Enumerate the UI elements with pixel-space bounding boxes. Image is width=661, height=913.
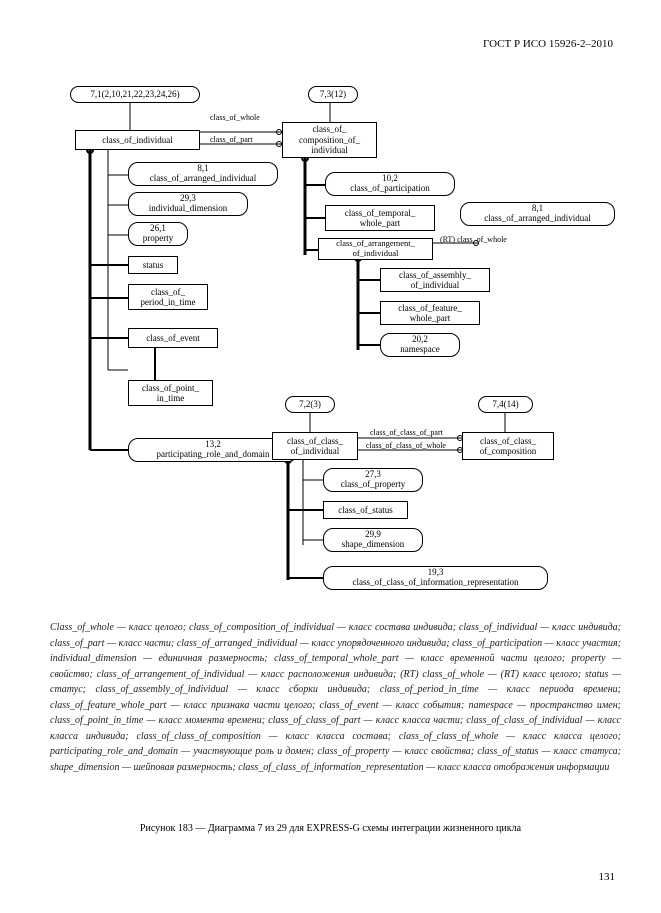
node-arranged2: 8,1 class_of_arranged_individual (460, 202, 615, 226)
ref-7-4: 7,4(14) (478, 396, 533, 413)
figure-caption: Рисунок 183 — Диаграмма 7 из 29 для EXPR… (0, 823, 661, 834)
node-point: class_of_point_ in_time (128, 380, 213, 406)
label-class-of-part: class_of_part (210, 135, 253, 144)
document-header: ГОСТ Р ИСО 15926-2–2010 (483, 38, 613, 50)
ref-7-3: 7,3(12) (308, 86, 358, 103)
label-cc-whole: class_of_class_of_whole (366, 441, 446, 450)
node-cc-property: 27,3 class_of_property (323, 468, 423, 492)
node-class-of-individual: class_of_individual (75, 130, 200, 150)
label-cc-part: class_of_class_of_part (370, 428, 443, 437)
node-shape-dim: 29,9 shape_dimension (323, 528, 423, 552)
node-period: class_of_ period_in_time (128, 284, 208, 310)
expressg-diagram: 7,1(2,10,21,22,23,24,26) 7,3(12) class_o… (60, 80, 620, 610)
node-cc-individual: class_of_class_ of_individual (272, 432, 358, 460)
node-temporal: class_of_temporal_ whole_part (325, 205, 435, 231)
node-property: 26,1 property (128, 222, 188, 246)
node-assembly: class_of_assembly_ of_individual (380, 268, 490, 292)
label-class-of-whole: class_of_whole (210, 113, 260, 122)
node-feature: class_of_feature_ whole_part (380, 301, 480, 325)
ref-7-2: 7,2(3) (285, 396, 335, 413)
node-namespace: 20,2 namespace (380, 333, 460, 357)
node-status: status (128, 256, 178, 274)
node-class-of-composition: class_of_ composition_of_ individual (282, 122, 377, 158)
node-cc-status: class_of_status (323, 501, 408, 519)
ref-7-1: 7,1(2,10,21,22,23,24,26) (70, 86, 200, 103)
node-arranged: 8,1 class_of_arranged_individual (128, 162, 278, 186)
node-event: class_of_event (128, 328, 218, 348)
node-participation: 10,2 class_of_participation (325, 172, 455, 196)
page: ГОСТ Р ИСО 15926-2–2010 (0, 0, 661, 913)
node-cc-info: 19,3 class_of_class_of_information_repre… (323, 566, 548, 590)
node-ind-dim: 29,3 individual_dimension (128, 192, 248, 216)
node-cc-composition: class_of_class_ of_composition (462, 432, 554, 460)
page-number: 131 (599, 871, 616, 883)
label-rt-whole: (RT) class_of_whole (440, 235, 507, 244)
glossary-text: Class_of_whole — класс целого; class_of_… (50, 620, 621, 775)
node-arrangement: class_of_arrangement_ of_individual (318, 238, 433, 260)
